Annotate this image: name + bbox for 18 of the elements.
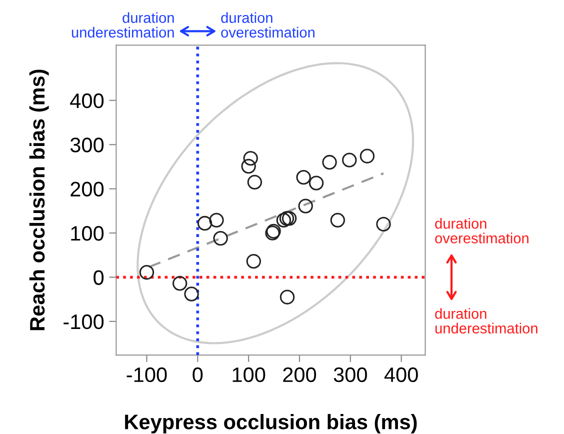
y-axis-title: Reach occlusion bias (ms) [29,70,49,330]
x-tick-label: 400 [384,367,418,382]
x-tick-label: 100 [232,367,266,382]
y-tick-label: -100 [64,314,104,330]
x-tick-label: -100 [126,367,167,382]
text: duration underestimation [72,12,174,38]
x-tick-label: 300 [334,367,367,382]
y-tick-label: 200 [70,182,104,197]
text: duration overestimation [221,12,314,38]
x-axis-title: Keypress occlusion bias (ms) [125,414,417,434]
x-tick-label: 200 [283,367,316,382]
text: duration overestimation [435,218,528,244]
y-tick-label: 0 [94,270,104,285]
y-tick-label: 400 [70,93,104,108]
text: duration underestimation [435,308,538,334]
y-tick-label: 300 [70,138,104,152]
y-tick-label: 100 [71,226,104,241]
x-tick-label: 0 [192,367,203,382]
